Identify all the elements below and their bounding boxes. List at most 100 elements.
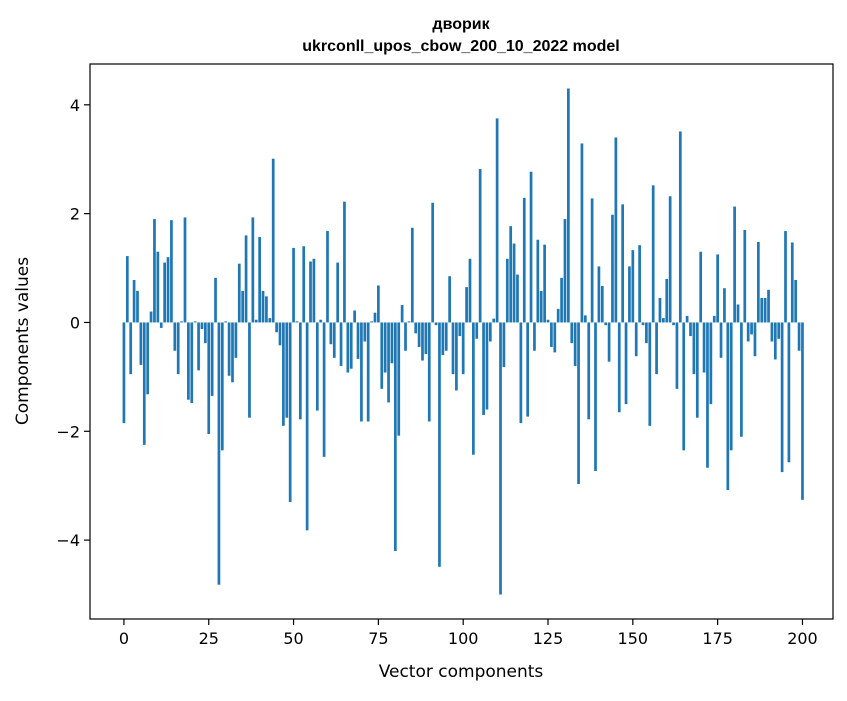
- bar: [142, 322, 146, 445]
- bar: [441, 322, 445, 356]
- bar: [451, 322, 455, 375]
- bar: [712, 315, 716, 323]
- bar: [485, 322, 489, 410]
- bar: [336, 262, 340, 323]
- bar: [349, 322, 353, 369]
- bar: [309, 261, 312, 323]
- bar: [288, 322, 292, 503]
- bar: [125, 256, 129, 323]
- bar: [550, 322, 553, 347]
- bar: [478, 169, 482, 323]
- bar: [410, 227, 414, 323]
- bar: [631, 250, 635, 323]
- bar: [655, 322, 658, 375]
- bar: [417, 322, 421, 347]
- bar: [502, 322, 506, 368]
- bar: [268, 318, 272, 323]
- bar: [360, 322, 363, 422]
- bar: [573, 322, 577, 366]
- bar: [282, 322, 285, 426]
- bar: [519, 322, 523, 424]
- bar: [373, 312, 377, 323]
- bar: [689, 322, 692, 337]
- y-axis: −4 −2 0 2 4: [56, 96, 90, 550]
- bar: [326, 231, 329, 323]
- bar: [407, 321, 411, 323]
- bar: [139, 322, 143, 365]
- bar: [234, 322, 238, 358]
- bar: [641, 322, 645, 326]
- bar: [753, 322, 757, 357]
- x-axis: 0 25 50 75 100 125 150 175 200: [119, 619, 818, 648]
- bar: [343, 201, 346, 323]
- bar: [699, 251, 703, 323]
- bar: [244, 235, 248, 323]
- bar: [685, 315, 689, 323]
- bar: [251, 217, 255, 323]
- bar: [628, 266, 631, 323]
- bar: [370, 321, 373, 323]
- bar: [193, 321, 197, 323]
- bar: [570, 322, 574, 344]
- bar: [546, 319, 550, 323]
- y-tick-label: 0: [70, 313, 80, 332]
- bar: [787, 322, 791, 463]
- bar: [383, 322, 387, 373]
- bar: [431, 202, 435, 323]
- bar: [665, 278, 669, 323]
- bar: [475, 322, 479, 339]
- bar: [594, 322, 597, 471]
- bar: [750, 322, 753, 335]
- bar: [448, 276, 451, 323]
- bar: [149, 311, 153, 323]
- bar: [173, 322, 177, 351]
- bar: [397, 322, 401, 436]
- bar: [237, 263, 241, 323]
- bar: [136, 290, 139, 323]
- bar: [801, 322, 804, 500]
- bar: [729, 322, 733, 451]
- bar: [563, 219, 567, 323]
- bar: [468, 258, 472, 323]
- bar: [539, 290, 543, 323]
- chart-subtitle: ukrconll_upos_cbow_200_10_2022 model: [302, 38, 619, 55]
- bar: [614, 137, 618, 323]
- y-tick-label: −2: [56, 422, 80, 441]
- bar: [604, 322, 608, 326]
- bar: [332, 322, 336, 358]
- bar: [726, 322, 730, 491]
- bar: [390, 322, 394, 364]
- bar: [678, 131, 682, 323]
- bar: [577, 322, 580, 485]
- bar: [434, 322, 438, 326]
- bar: [200, 322, 204, 329]
- bar: [740, 322, 743, 437]
- bar-series: [122, 88, 804, 595]
- bar: [600, 286, 604, 323]
- bar: [285, 322, 289, 418]
- bar: [363, 322, 367, 342]
- bar: [512, 243, 516, 323]
- bar: [146, 322, 150, 395]
- bar: [790, 242, 794, 323]
- bar: [295, 321, 299, 323]
- bar: [617, 322, 621, 413]
- x-tick-label: 25: [199, 629, 219, 648]
- bar: [187, 322, 190, 400]
- bar: [248, 322, 251, 418]
- chart-title: дворик: [432, 16, 490, 33]
- bar: [716, 254, 719, 323]
- bar: [611, 214, 614, 323]
- bar: [472, 322, 475, 455]
- bar: [424, 322, 428, 355]
- bar: [166, 257, 170, 323]
- bar: [706, 322, 709, 468]
- bar: [672, 322, 675, 326]
- bar: [377, 285, 380, 323]
- bar: [393, 322, 397, 551]
- bar: [455, 322, 458, 391]
- bar: [322, 322, 326, 457]
- bar: [536, 239, 540, 323]
- bar: [258, 237, 261, 323]
- bar: [261, 290, 265, 323]
